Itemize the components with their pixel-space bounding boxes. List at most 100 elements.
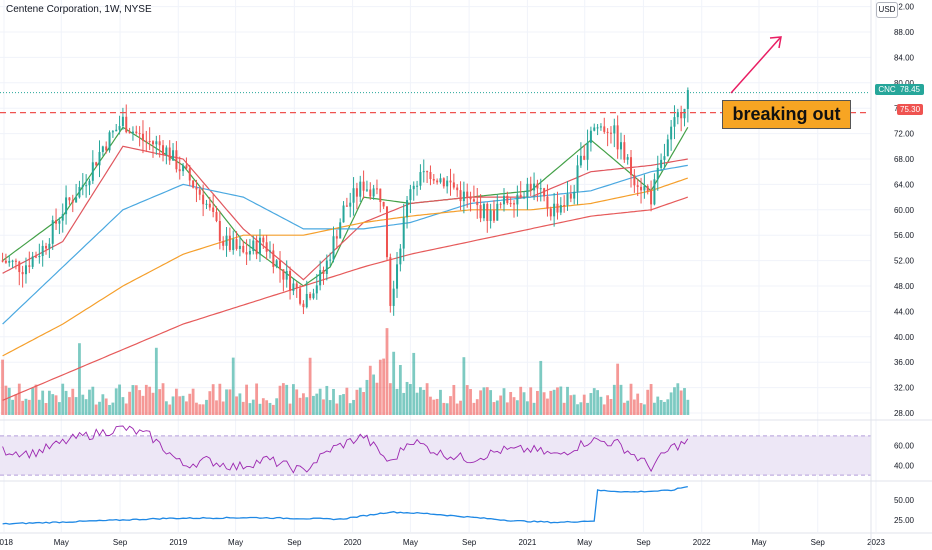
volume-bar bbox=[41, 390, 45, 415]
candle bbox=[121, 116, 124, 127]
volume-bar bbox=[479, 390, 482, 415]
candle bbox=[372, 188, 375, 197]
candle bbox=[135, 131, 138, 134]
candle bbox=[392, 288, 395, 306]
candle bbox=[65, 197, 68, 215]
candle bbox=[1, 260, 4, 262]
breaking-out-annotation[interactable]: breaking out bbox=[722, 100, 851, 129]
candle bbox=[212, 207, 215, 212]
volume-bar bbox=[275, 398, 279, 415]
volume-bar bbox=[602, 404, 606, 415]
volume-bar bbox=[174, 388, 178, 415]
candle bbox=[379, 188, 382, 202]
volume-bar bbox=[408, 384, 412, 415]
candle bbox=[195, 187, 198, 190]
currency-selector[interactable]: USD bbox=[876, 2, 898, 18]
volume-bar bbox=[141, 395, 145, 415]
candle bbox=[422, 171, 425, 173]
candle bbox=[472, 199, 475, 202]
rsi-line bbox=[2, 425, 689, 474]
volume-bar bbox=[84, 399, 88, 415]
volume-bar bbox=[452, 384, 456, 415]
volume-bar bbox=[305, 397, 309, 415]
volume-bar bbox=[71, 388, 75, 415]
y-tick-label: 36.00 bbox=[894, 358, 915, 367]
volume-bar bbox=[616, 363, 620, 415]
candle bbox=[125, 116, 128, 133]
candle bbox=[115, 129, 118, 132]
x-tick-label: Sep bbox=[462, 538, 477, 547]
volume-bar bbox=[228, 389, 232, 415]
volume-bar bbox=[161, 383, 165, 415]
candle bbox=[449, 180, 452, 183]
volume-bar bbox=[522, 392, 526, 415]
candle bbox=[215, 211, 218, 221]
volume-bar bbox=[455, 403, 459, 415]
volume-bar bbox=[368, 365, 372, 415]
candle bbox=[81, 185, 84, 188]
candle bbox=[75, 197, 78, 203]
volume-bar bbox=[432, 399, 436, 415]
candle bbox=[265, 242, 268, 252]
candle bbox=[228, 235, 231, 251]
candle bbox=[168, 147, 171, 161]
x-tick-label: Sep bbox=[113, 538, 128, 547]
x-tick-label: May bbox=[577, 538, 592, 547]
volume-bar bbox=[231, 357, 235, 415]
volume-bar bbox=[225, 389, 228, 415]
candle bbox=[436, 180, 439, 183]
volume-bar bbox=[642, 404, 646, 415]
volume-bar bbox=[114, 388, 118, 415]
candle bbox=[426, 171, 429, 173]
candle bbox=[345, 205, 348, 207]
volume-bar bbox=[485, 387, 489, 415]
candle bbox=[128, 132, 131, 134]
y-tick-label: 64.00 bbox=[894, 180, 915, 189]
volume-bar bbox=[111, 402, 115, 415]
volume-bar bbox=[308, 357, 312, 415]
candle bbox=[486, 203, 489, 222]
candle bbox=[205, 203, 208, 205]
volume-bar bbox=[626, 400, 630, 415]
volume-bar bbox=[362, 392, 365, 415]
candle bbox=[31, 256, 34, 267]
volume-bar bbox=[435, 398, 439, 415]
candle bbox=[643, 186, 646, 191]
last-price-tag: 78.45 bbox=[896, 84, 924, 95]
volume-bar bbox=[532, 402, 536, 415]
breakout-arrow bbox=[730, 36, 782, 94]
candle bbox=[335, 236, 338, 239]
volume-bar bbox=[24, 398, 28, 415]
candle bbox=[279, 260, 282, 270]
candle bbox=[456, 187, 459, 191]
volume-bar bbox=[104, 398, 108, 415]
volume-bar bbox=[285, 384, 289, 415]
candle bbox=[325, 260, 328, 274]
candle bbox=[359, 181, 362, 197]
volume-bar bbox=[536, 390, 539, 415]
volume-bar bbox=[57, 402, 61, 415]
volume-bar bbox=[131, 385, 135, 415]
candle bbox=[309, 293, 312, 299]
volume-bar bbox=[218, 383, 222, 415]
volume-bar bbox=[1, 359, 4, 415]
volume-bar bbox=[235, 396, 238, 415]
candle bbox=[429, 172, 432, 180]
x-tick-label: Sep bbox=[287, 538, 302, 547]
candle bbox=[402, 217, 405, 249]
volume-bar bbox=[27, 399, 31, 415]
volume-bar bbox=[281, 383, 285, 415]
candle bbox=[683, 108, 686, 119]
candle bbox=[676, 112, 679, 118]
volume-bar bbox=[419, 387, 422, 415]
candle bbox=[162, 145, 165, 155]
volume-bar bbox=[402, 392, 406, 415]
x-tick-label: May bbox=[54, 538, 69, 547]
volume-bar bbox=[328, 400, 332, 415]
volume-bar bbox=[509, 391, 513, 415]
candle bbox=[412, 185, 415, 190]
volume-bar bbox=[342, 394, 345, 415]
candle bbox=[663, 156, 666, 160]
volume-bar bbox=[525, 401, 529, 415]
volume-bar bbox=[241, 401, 245, 415]
